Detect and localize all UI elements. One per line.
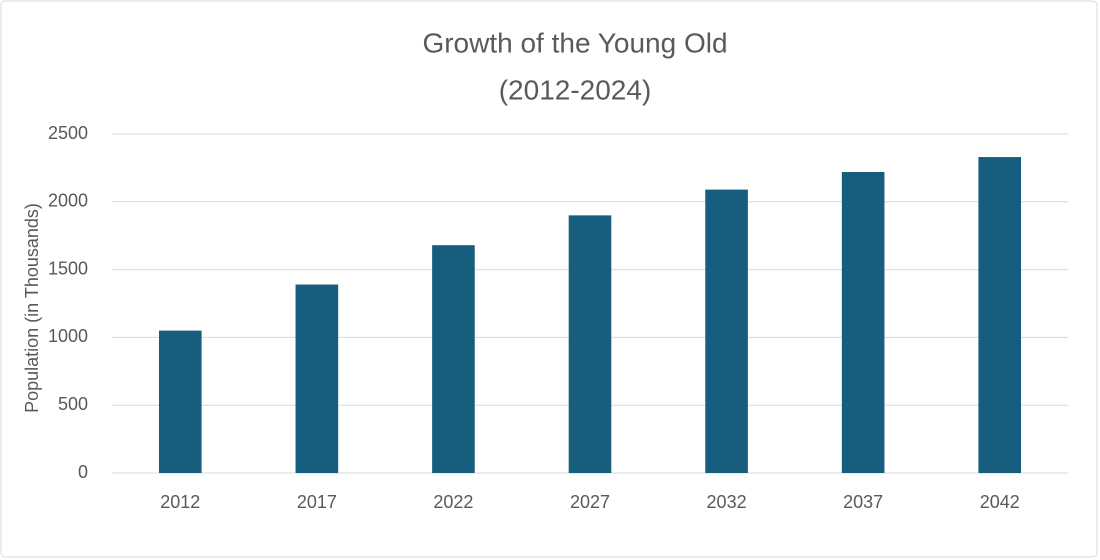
- y-tick-label: 1000: [48, 326, 88, 346]
- bar: [978, 157, 1022, 473]
- y-axis-label: Population (in Thousands): [22, 203, 42, 413]
- bar: [568, 215, 612, 474]
- x-tick-label: 2012: [160, 492, 200, 512]
- y-tick-label: 1500: [48, 258, 88, 278]
- chart-title: Growth of the Young Old: [422, 27, 727, 58]
- bar: [705, 189, 748, 473]
- y-tick-label: 500: [58, 394, 88, 414]
- x-tick-label: 2037: [843, 492, 883, 512]
- y-tick-label: 2000: [48, 191, 88, 211]
- y-tick-label: 2500: [48, 123, 88, 143]
- y-tick-label: 0: [78, 462, 88, 482]
- x-tick-label: 2042: [980, 492, 1020, 512]
- x-tick-label: 2017: [297, 492, 337, 512]
- bar: [158, 330, 202, 473]
- x-tick-label: 2027: [570, 492, 610, 512]
- bar: [841, 171, 885, 473]
- x-tick-label: 2022: [433, 492, 473, 512]
- bar: [432, 245, 475, 473]
- chart-title: (2012-2024): [499, 74, 652, 105]
- x-tick-label: 2032: [707, 492, 747, 512]
- bar: [295, 284, 339, 473]
